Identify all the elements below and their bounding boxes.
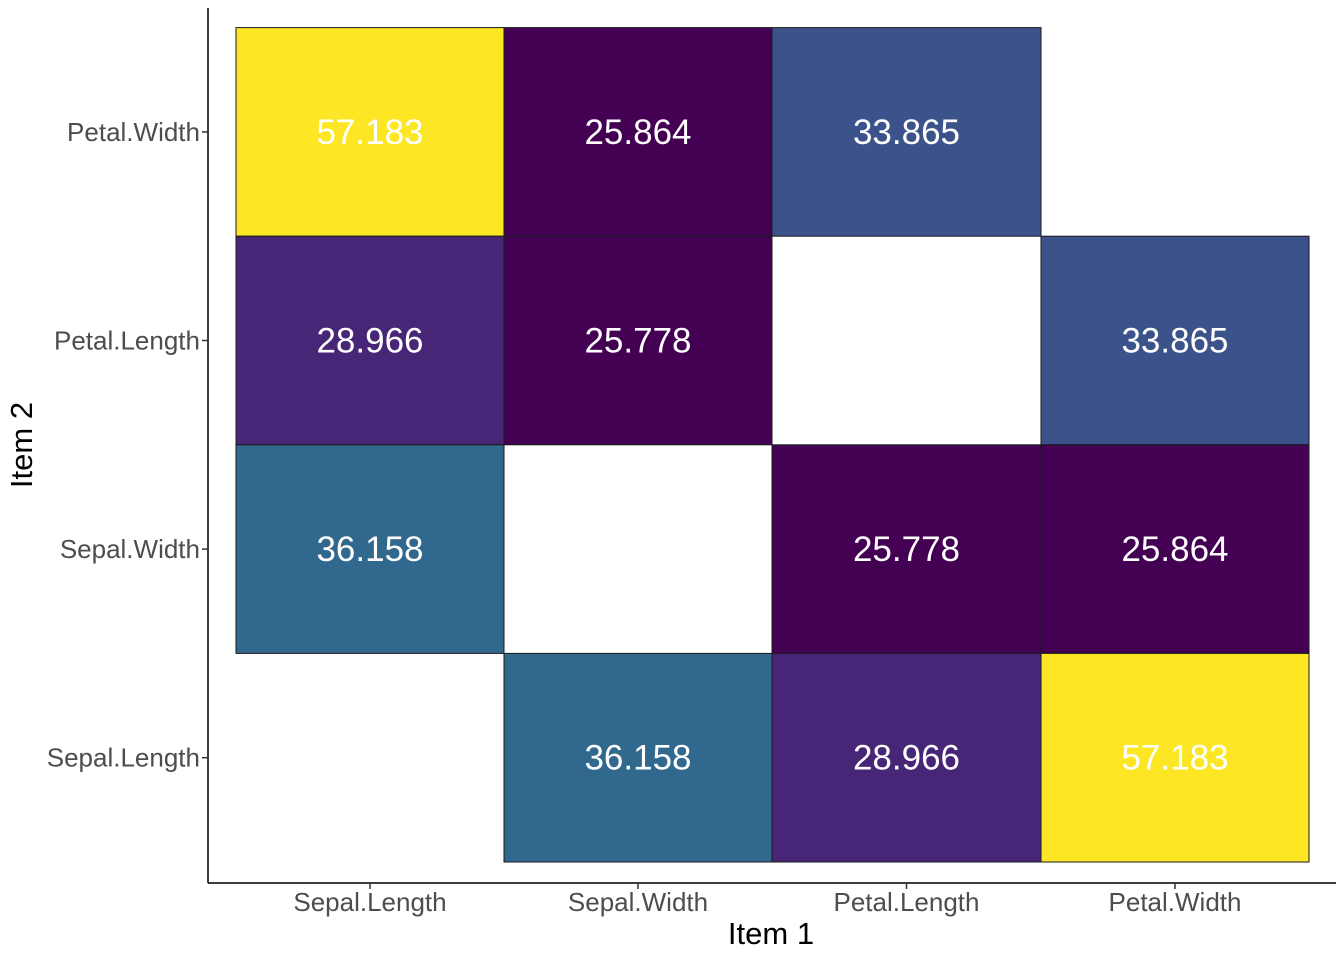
x-tick-label: Petal.Length: [833, 887, 979, 917]
y-axis-title: Item 2: [4, 402, 39, 488]
cell-value-label: 28.966: [316, 322, 423, 361]
cell-value-label: 25.778: [853, 530, 960, 569]
y-tick-label: Petal.Width: [67, 117, 200, 147]
cell-value-label: 25.864: [1121, 530, 1228, 569]
heatmap-cells: [235, 27, 1310, 863]
x-tick-label: Sepal.Length: [293, 887, 446, 917]
cell-value-label: 33.865: [1121, 322, 1228, 361]
cell-value-label: 57.183: [1121, 739, 1228, 778]
heatmap-cell-petal-length-petal-width: [771, 27, 1042, 237]
heatmap-cell-sepal-length-petal-length: [235, 235, 505, 446]
heatmap-cell-labels: 57.183 25.864 33.865 28.966 25.778 33.865 36.1…: [316, 113, 1228, 778]
heatmap-cell-petal-length-sepal-width: [771, 444, 1042, 654]
cell-value-label: 57.183: [316, 113, 423, 152]
heatmap-cell-petal-width-sepal-length: [1040, 652, 1310, 863]
cell-value-label: 25.864: [584, 113, 691, 152]
x-tick-label: Sepal.Width: [568, 887, 708, 917]
heatmap-cell-petal-width-petal-length: [1040, 235, 1310, 446]
cell-value-label: 36.158: [316, 530, 423, 569]
heatmap-cell-sepal-width-sepal-length: [503, 652, 773, 863]
heatmap-cell-sepal-length-petal-width: [235, 27, 505, 237]
y-tick-label: Petal.Length: [54, 326, 200, 356]
cell-value-label: 33.865: [853, 113, 960, 152]
x-axis-ticks: Sepal.Length Sepal.Width Petal.Length Petal…: [293, 883, 1241, 917]
y-tick-label: Sepal.Length: [47, 743, 200, 773]
cell-value-label: 25.778: [584, 322, 691, 361]
heatmap-cell-sepal-length-sepal-width: [235, 444, 505, 654]
y-tick-label: Sepal.Width: [60, 534, 200, 564]
x-tick-label: Petal.Width: [1109, 887, 1242, 917]
cell-value-label: 36.158: [584, 739, 691, 778]
heatmap-cell-sepal-width-petal-length: [503, 235, 773, 446]
cell-value-label: 28.966: [853, 739, 960, 778]
y-axis-ticks: Sepal.Length Sepal.Width Petal.Length Petal…: [47, 117, 208, 773]
heatmap-cell-sepal-width-petal-width: [503, 27, 773, 237]
x-axis-title: Item 1: [728, 916, 814, 951]
